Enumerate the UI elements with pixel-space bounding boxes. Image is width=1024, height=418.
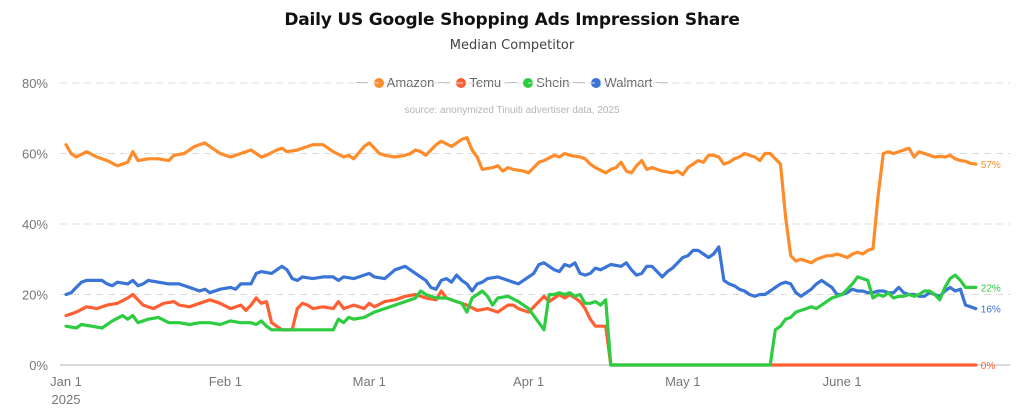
x-tick-label: Jan 1 bbox=[50, 374, 82, 389]
end-labels: 57% 0% 22% 16% bbox=[981, 160, 1001, 372]
y-tick-label: 60% bbox=[22, 147, 48, 162]
end-label-amazon: 57% bbox=[981, 160, 1001, 171]
series-lines bbox=[64, 136, 978, 367]
y-tick-label: 40% bbox=[22, 217, 48, 232]
legend-dot-walmart bbox=[591, 77, 602, 88]
series-line-amazon bbox=[64, 136, 978, 265]
chart-title: Daily US Google Shopping Ads Impression … bbox=[284, 10, 740, 30]
x-axis: Jan 1 2025 Feb 1 Mar 1 Apr 1 May 1 June 1 bbox=[50, 374, 862, 407]
series-line-walmart bbox=[64, 245, 978, 311]
x-tick-label: Feb 1 bbox=[209, 374, 242, 389]
legend-divider bbox=[505, 82, 518, 83]
y-tick-label: 20% bbox=[22, 288, 48, 303]
end-label-walmart: 16% bbox=[981, 305, 1001, 316]
x-tick-label: May 1 bbox=[665, 374, 700, 389]
y-axis: 0% 20% 40% 60% 80% bbox=[22, 76, 48, 373]
source-note: source: anonymized Tinuiti advertiser da… bbox=[404, 105, 620, 116]
x-tick-year: 2025 bbox=[52, 392, 81, 407]
x-tick-label: Mar 1 bbox=[353, 374, 386, 389]
chart-subtitle: Median Competitor bbox=[449, 38, 575, 53]
y-tick-label: 80% bbox=[22, 76, 48, 91]
x-tick-label: June 1 bbox=[823, 374, 862, 389]
end-label-temu: 0% bbox=[981, 361, 996, 372]
y-tick-label: 0% bbox=[29, 358, 48, 373]
series-line-shein bbox=[64, 273, 978, 367]
x-tick-label: Apr 1 bbox=[513, 374, 544, 389]
end-label-shein: 22% bbox=[981, 283, 1001, 294]
